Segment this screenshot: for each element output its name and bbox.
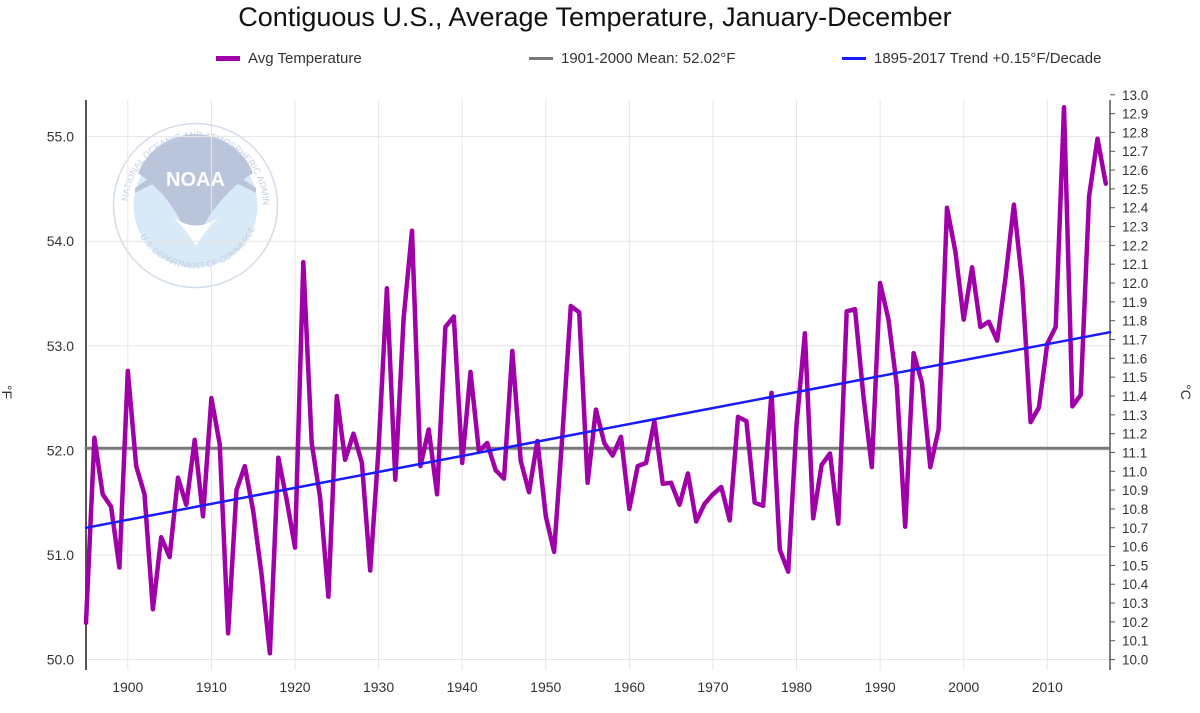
- legend-item-mean[interactable]: 1901-2000 Mean: 52.02°F: [529, 50, 735, 67]
- y-tick-label: 51.0: [47, 547, 74, 563]
- y2-tick-label: 12.7: [1122, 144, 1148, 159]
- y2-tick-label: 10.7: [1122, 521, 1148, 536]
- y2-tick-label: 11.8: [1122, 314, 1147, 329]
- y2-tick-label: 10.8: [1122, 502, 1148, 517]
- noaa-logo-text: NOAA: [166, 169, 225, 191]
- chart-title: Contiguous U.S., Average Temperature, Ja…: [238, 2, 952, 32]
- y-tick-label: 55.0: [47, 129, 74, 145]
- y2-tick-label: 10.5: [1122, 558, 1148, 573]
- y-axis-label-fahrenheit: °F: [0, 384, 16, 400]
- legend-label-avg-temperature: Avg Temperature: [248, 50, 362, 67]
- x-tick-label: 1910: [196, 679, 227, 695]
- y2-tick-label: 11.7: [1122, 333, 1147, 348]
- y2-tick-label: 12.0: [1122, 276, 1148, 291]
- y2-tick-label: 11.1: [1122, 445, 1147, 460]
- x-tick-label: 1950: [530, 679, 561, 695]
- y-tick-label: 53.0: [47, 338, 74, 354]
- y2-tick-label: 11.4: [1122, 389, 1148, 404]
- legend-item-avg-temperature[interactable]: Avg Temperature: [216, 50, 362, 67]
- x-tick-label: 1960: [614, 679, 645, 695]
- legend-swatch-mean: [529, 57, 553, 60]
- x-tick-label: 1920: [279, 679, 310, 695]
- y2-tick-label: 10.9: [1122, 483, 1148, 498]
- y2-tick-label: 10.6: [1122, 540, 1148, 555]
- y-tick-label: 52.0: [47, 442, 74, 458]
- legend-item-trend[interactable]: 1895-2017 Trend +0.15°F/Decade: [842, 50, 1101, 67]
- x-tick-label: 2010: [1032, 679, 1063, 695]
- y-tick-label: 50.0: [47, 652, 74, 668]
- x-tick-label: 2000: [948, 679, 979, 695]
- legend-label-mean: 1901-2000 Mean: 52.02°F: [561, 50, 736, 67]
- x-tick-label: 1970: [697, 679, 728, 695]
- y2-tick-label: 11.0: [1122, 464, 1147, 479]
- legend-swatch-trend: [842, 57, 866, 60]
- y2-tick-label: 10.2: [1122, 615, 1148, 630]
- y2-tick-label: 10.0: [1122, 653, 1148, 668]
- y2-tick-label: 12.3: [1122, 220, 1148, 235]
- legend-label-trend: 1895-2017 Trend +0.15°F/Decade: [874, 50, 1102, 67]
- noaa-logo-watermark: NOAA NATIONAL OCEANIC AND ATMOSPHERIC AD…: [108, 118, 279, 289]
- series-line-avg-temperature: [83, 105, 1109, 656]
- y2-tick-label: 12.4: [1122, 201, 1149, 216]
- series-line-trend: [84, 330, 1112, 530]
- y2-tick-label: 12.6: [1122, 163, 1148, 178]
- y2-tick-label: 11.5: [1122, 370, 1147, 385]
- y2-tick-label: 12.2: [1122, 238, 1148, 253]
- y2-tick-label: 10.3: [1122, 596, 1148, 611]
- x-tick-label: 1930: [363, 679, 394, 695]
- chart-legend: Avg Temperature 1901-2000 Mean: 52.02°F …: [0, 50, 1200, 70]
- y2-tick-label: 10.4: [1122, 577, 1149, 592]
- x-tick-label: 1900: [112, 679, 143, 695]
- x-tick-label: 1980: [781, 679, 812, 695]
- y2-tick-label: 13.0: [1122, 88, 1148, 103]
- y2-tick-label: 12.8: [1122, 125, 1148, 140]
- y2-tick-label: 10.1: [1122, 634, 1148, 649]
- x-tick-label: 1990: [865, 679, 896, 695]
- y2-tick-label: 12.5: [1122, 182, 1148, 197]
- x-tick-label: 1940: [447, 679, 478, 695]
- y2-tick-label: 11.3: [1122, 408, 1147, 423]
- y2-tick-label: 12.9: [1122, 107, 1148, 122]
- y2-tick-label: 11.6: [1122, 351, 1147, 366]
- y-tick-label: 54.0: [47, 233, 74, 249]
- legend-swatch-avg-temperature: [216, 56, 240, 61]
- y2-tick-label: 11.9: [1122, 295, 1147, 310]
- y-axis-label-celsius: °C: [1177, 384, 1194, 400]
- y2-tick-label: 11.2: [1122, 427, 1147, 442]
- y2-tick-label: 12.1: [1122, 257, 1148, 272]
